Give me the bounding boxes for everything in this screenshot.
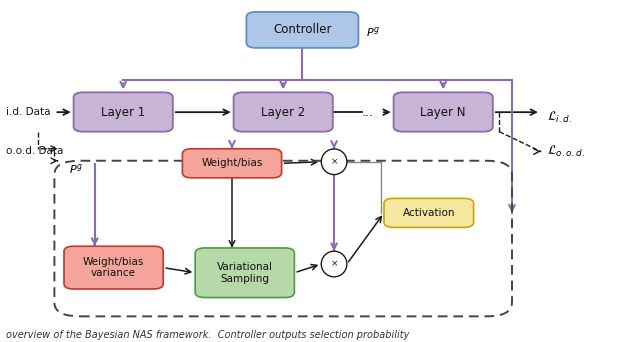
FancyBboxPatch shape [195, 248, 294, 298]
Text: ...: ... [362, 106, 374, 119]
Text: Weight/bias: Weight/bias [202, 158, 262, 168]
Text: $\mathcal{L}_{o.o.d.}$: $\mathcal{L}_{o.o.d.}$ [547, 144, 585, 159]
Text: Activation: Activation [403, 208, 455, 218]
Text: i.d. Data: i.d. Data [6, 107, 51, 117]
FancyBboxPatch shape [64, 246, 163, 289]
Text: $\mathcal{L}_{i.d.}$: $\mathcal{L}_{i.d.}$ [547, 109, 572, 124]
Text: $\times$: $\times$ [330, 259, 338, 269]
Ellipse shape [321, 251, 347, 277]
Text: Layer 2: Layer 2 [261, 105, 305, 119]
Text: Controller: Controller [273, 23, 332, 37]
FancyBboxPatch shape [246, 12, 358, 48]
Text: overview of the Bayesian NAS framework.  Controller outputs selection probabilit: overview of the Bayesian NAS framework. … [6, 330, 410, 340]
Text: Layer N: Layer N [420, 105, 466, 119]
Text: Layer 1: Layer 1 [101, 105, 145, 119]
Text: $\times$: $\times$ [330, 157, 338, 167]
Text: Variational
Sampling: Variational Sampling [217, 262, 273, 284]
FancyBboxPatch shape [182, 149, 282, 178]
Text: o.o.d. Data: o.o.d. Data [6, 146, 64, 156]
FancyBboxPatch shape [394, 92, 493, 132]
Text: $P^g$: $P^g$ [366, 25, 380, 39]
Text: Weight/bias
variance: Weight/bias variance [83, 257, 144, 278]
Ellipse shape [321, 149, 347, 174]
Text: $P^g$: $P^g$ [69, 161, 83, 175]
FancyBboxPatch shape [384, 198, 474, 227]
FancyBboxPatch shape [234, 92, 333, 132]
FancyBboxPatch shape [74, 92, 173, 132]
